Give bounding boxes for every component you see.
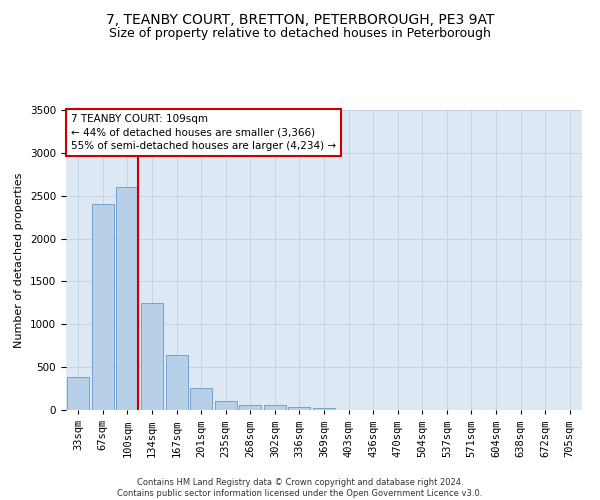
Text: Size of property relative to detached houses in Peterborough: Size of property relative to detached ho… xyxy=(109,28,491,40)
Text: Contains HM Land Registry data © Crown copyright and database right 2024.
Contai: Contains HM Land Registry data © Crown c… xyxy=(118,478,482,498)
Text: 7 TEANBY COURT: 109sqm
← 44% of detached houses are smaller (3,366)
55% of semi-: 7 TEANBY COURT: 109sqm ← 44% of detached… xyxy=(71,114,336,151)
Bar xyxy=(67,376,89,410)
Text: 7, TEANBY COURT, BRETTON, PETERBOROUGH, PE3 9AT: 7, TEANBY COURT, BRETTON, PETERBOROUGH, … xyxy=(106,12,494,26)
Bar xyxy=(141,303,163,410)
Bar xyxy=(313,408,335,410)
Bar xyxy=(190,388,212,410)
Bar xyxy=(239,405,262,410)
Bar xyxy=(215,402,237,410)
Bar xyxy=(92,204,114,410)
Y-axis label: Number of detached properties: Number of detached properties xyxy=(14,172,25,348)
Bar xyxy=(289,406,310,410)
Bar xyxy=(166,355,188,410)
Bar xyxy=(264,406,286,410)
Bar xyxy=(116,187,139,410)
